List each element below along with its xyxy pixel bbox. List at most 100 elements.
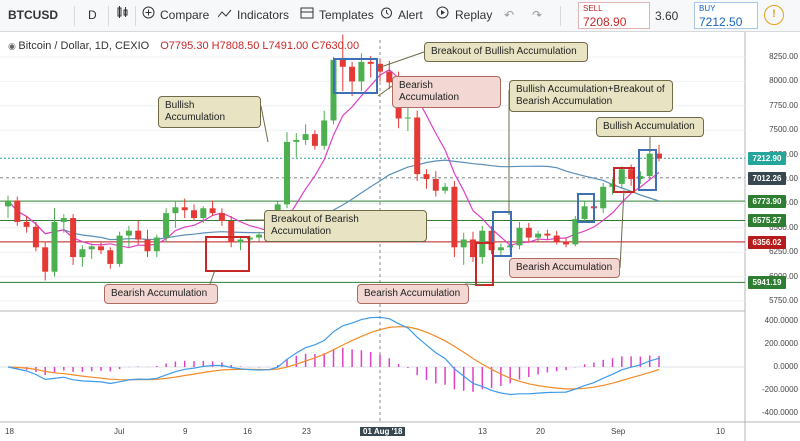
candle-body — [200, 208, 207, 219]
candle-body — [404, 117, 411, 119]
candle — [293, 133, 300, 158]
candle — [172, 200, 179, 228]
candle — [144, 229, 151, 258]
candle-body — [228, 220, 235, 243]
candle — [191, 204, 197, 221]
time-axis-label: Sep — [611, 427, 626, 436]
candle — [386, 60, 393, 90]
candle — [609, 179, 616, 195]
candle-body — [488, 230, 495, 251]
templates-icon — [300, 0, 314, 31]
candle-body — [414, 117, 421, 175]
candle — [107, 247, 114, 269]
candle-body — [98, 246, 104, 251]
time-axis-label: 18 — [5, 427, 14, 436]
bullish-box-far-right — [638, 149, 657, 191]
indicators-button[interactable]: Indicators — [217, 0, 289, 31]
top-toolbar: BTCUSD D Compare Indicators Templates Al… — [0, 0, 800, 32]
candle — [553, 230, 560, 245]
alert-label: Alert — [398, 8, 423, 22]
price-axis-label: 7500.00 — [769, 125, 798, 135]
macd-axis-label: -400.0000 — [761, 408, 798, 417]
annotation-connector — [260, 105, 269, 143]
candle — [646, 149, 653, 179]
bullish-box-right — [577, 193, 595, 223]
time-axis-label: 16 — [243, 427, 252, 436]
replay-button[interactable]: Replay — [436, 0, 492, 31]
candle — [423, 169, 430, 189]
candle-body — [144, 239, 151, 252]
warning-icon[interactable]: ! — [764, 5, 784, 25]
candle-body — [349, 66, 356, 82]
candle-body — [535, 233, 542, 238]
candle — [349, 61, 356, 97]
candle-body — [32, 226, 39, 248]
templates-button[interactable]: Templates — [300, 0, 374, 31]
price-axis-label: 8000.00 — [769, 76, 798, 86]
candle — [79, 245, 86, 267]
price-axis-label: 6250.00 — [769, 247, 798, 257]
plus-circle-icon — [142, 0, 155, 31]
interval-button[interactable]: D — [88, 8, 97, 22]
candle-body — [423, 174, 430, 179]
macd-axis-label: 200.0000 — [764, 339, 798, 348]
candle — [181, 198, 188, 219]
candle-body — [311, 134, 318, 146]
candle — [311, 130, 318, 150]
candle-body — [218, 213, 225, 221]
price-tag: 6773.90 — [748, 195, 786, 209]
candle — [460, 232, 467, 265]
candle — [284, 132, 290, 209]
candle-body — [23, 221, 30, 227]
candle — [98, 241, 104, 255]
legend-collapse-icon[interactable]: ◉ — [8, 41, 19, 51]
candle-body — [516, 227, 523, 246]
sell-price-button[interactable]: SELL 7208.90 — [578, 2, 650, 29]
annotation-bearish-accumulation-mid: Bearish Accumulation — [357, 284, 469, 304]
candle — [544, 229, 551, 240]
time-axis-label: 13 — [478, 427, 487, 436]
toolbar-divider — [560, 6, 561, 26]
candle-body — [470, 239, 476, 258]
macd-line — [7, 316, 660, 396]
candle-body — [209, 208, 216, 214]
candle-body — [609, 183, 616, 187]
annotation-connector — [377, 51, 425, 69]
candle — [42, 241, 49, 281]
candle-body — [339, 59, 346, 67]
candle-body — [42, 247, 49, 272]
toolbar-divider — [74, 6, 75, 26]
legend-close: C7630.00 — [311, 40, 360, 52]
symbol-search-button[interactable]: BTCUSD — [8, 8, 58, 22]
indicator-wave-icon — [217, 0, 232, 31]
bullish-box-mid — [492, 211, 512, 257]
buy-price-button[interactable]: BUY 7212.50 — [694, 2, 758, 29]
time-axis-label: 10 — [716, 427, 725, 436]
candle-body — [256, 234, 263, 238]
candle-body — [358, 61, 365, 82]
candle-body — [163, 213, 170, 238]
alarm-clock-icon — [380, 0, 393, 31]
annotation-bearish-accumulation-right: Bearish Accumulation — [509, 258, 620, 278]
redo-icon[interactable]: ↷ — [532, 8, 543, 22]
candle-body — [553, 235, 560, 242]
undo-icon[interactable]: ↶ — [504, 8, 515, 22]
candle — [302, 124, 309, 145]
price-tag: 7212.90 — [748, 152, 786, 166]
candle-body — [460, 239, 467, 248]
candle — [600, 182, 607, 214]
candle-body — [293, 139, 300, 142]
annotation-bullish-breakout-bearish: Bullish Accumulation+Breakout of Bearish… — [509, 80, 673, 112]
alert-button[interactable]: Alert — [380, 0, 423, 31]
candle — [525, 222, 532, 243]
candle — [637, 171, 644, 184]
chart-legend: ◉ Bitcoin / Dollar, 1D, CEXIO O7795.30 H… — [8, 40, 359, 52]
bearish-box-mid — [475, 242, 494, 286]
candle-body — [302, 134, 309, 140]
compare-button[interactable]: Compare — [142, 0, 209, 31]
time-axis-label: Jul — [114, 427, 125, 436]
chart-type-candles-icon[interactable] — [116, 0, 130, 31]
macd-axis-label: -200.0000 — [761, 385, 798, 394]
replay-label: Replay — [455, 8, 493, 22]
candle-body — [451, 186, 458, 248]
